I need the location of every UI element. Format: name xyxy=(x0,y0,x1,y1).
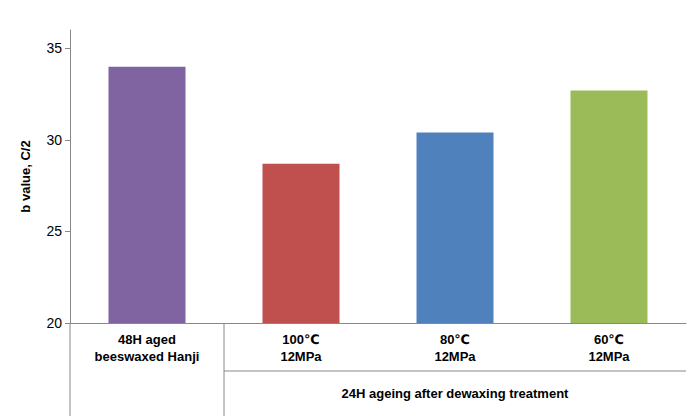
svg-text:12MPa: 12MPa xyxy=(280,349,322,364)
svg-text:beeswaxed Hanji: beeswaxed Hanji xyxy=(95,349,200,364)
svg-text:60℃: 60℃ xyxy=(594,332,624,347)
svg-text:30: 30 xyxy=(46,132,62,148)
svg-text:48H aged: 48H aged xyxy=(118,332,176,347)
svg-text:12MPa: 12MPa xyxy=(588,349,630,364)
svg-text:35: 35 xyxy=(46,40,62,56)
svg-text:b value, C/2: b value, C/2 xyxy=(18,140,33,212)
svg-text:12MPa: 12MPa xyxy=(434,349,476,364)
svg-text:80℃: 80℃ xyxy=(440,332,470,347)
svg-text:24H ageing after dewaxing trea: 24H ageing after dewaxing treatment xyxy=(342,386,570,401)
svg-text:25: 25 xyxy=(46,223,62,239)
svg-text:100℃: 100℃ xyxy=(282,332,319,347)
svg-text:20: 20 xyxy=(46,315,62,331)
